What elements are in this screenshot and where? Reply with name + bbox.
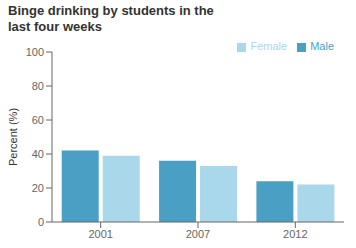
html-text:Male: Male <box>310 40 334 52</box>
svg-text:40: 40 <box>32 148 44 160</box>
svg-text:Percent (%): Percent (%) <box>8 108 19 166</box>
svg-text:2001: 2001 <box>88 228 112 240</box>
html-text:last four weeks: last four weeks <box>8 19 102 34</box>
svg-text:80: 80 <box>32 80 44 92</box>
svg-text:60: 60 <box>32 114 44 126</box>
svg-text:20: 20 <box>32 182 44 194</box>
html-text:Female: Female <box>250 40 288 52</box>
svg-text:100: 100 <box>26 46 44 58</box>
svg-text:2012: 2012 <box>283 228 307 240</box>
html-text:Binge drinking by students in: Binge drinking by students in the <box>8 3 214 18</box>
svg-text:0: 0 <box>38 216 44 228</box>
svg-text:2007: 2007 <box>186 228 210 240</box>
